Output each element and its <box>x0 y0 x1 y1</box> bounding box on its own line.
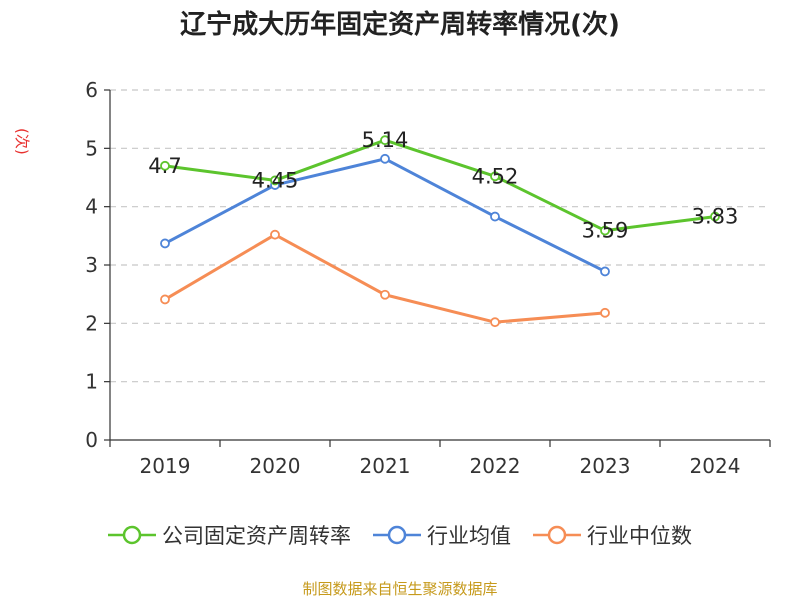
data-point <box>380 153 390 164</box>
data-label: 4.7 <box>148 154 181 178</box>
data-point <box>160 294 170 305</box>
legend-marker-icon <box>108 525 156 545</box>
y-tick-label: 1 <box>85 370 98 394</box>
data-point <box>270 175 280 186</box>
chart-title: 辽宁成大历年固定资产周转率情况(次) <box>180 10 620 40</box>
y-tick-label: 2 <box>85 311 98 335</box>
y-tick-label: 0 <box>85 428 98 452</box>
data-point <box>490 171 500 182</box>
data-label: 3.83 <box>692 205 739 229</box>
series-line <box>164 233 606 324</box>
legend-item-industry-mean[interactable]: 行业均值 <box>373 520 511 550</box>
legend-label: 行业中位数 <box>587 524 692 548</box>
y-tick-label: 4 <box>85 195 98 219</box>
data-point <box>380 135 390 146</box>
x-tick-label: 2019 <box>140 454 191 478</box>
data-point <box>490 317 500 328</box>
x-tick-label: 2022 <box>470 454 521 478</box>
data-point <box>160 238 170 249</box>
legend-marker-icon <box>373 525 421 545</box>
data-point <box>600 307 610 318</box>
legend-marker-icon <box>533 525 581 545</box>
legend-item-company[interactable]: 公司固定资产周转率 <box>108 520 351 550</box>
legend-label: 公司固定资产周转率 <box>162 524 351 548</box>
legend-item-industry-median[interactable]: 行业中位数 <box>533 520 692 550</box>
data-point <box>710 211 720 222</box>
y-tick-label: 6 <box>85 78 98 102</box>
data-point <box>380 289 390 300</box>
data-point <box>600 225 610 236</box>
data-label: 3.59 <box>582 219 629 243</box>
data-point <box>160 160 170 171</box>
x-tick-label: 2024 <box>690 454 741 478</box>
x-tick-label: 2021 <box>360 454 411 478</box>
data-label: 4.52 <box>472 164 519 188</box>
y-tick-label: 3 <box>85 253 98 277</box>
data-label: 4.45 <box>252 168 299 192</box>
legend-label: 行业均值 <box>427 524 511 548</box>
data-point <box>600 266 610 277</box>
source-note: 制图数据来自恒生聚源数据库 <box>302 580 498 598</box>
series-line <box>164 138 716 233</box>
legend: 公司固定资产周转率 行业均值 行业中位数 <box>0 520 800 550</box>
data-label: 5.14 <box>362 128 409 152</box>
y-tick-label: 5 <box>85 136 98 160</box>
x-tick-label: 2023 <box>580 454 631 478</box>
x-tick-label: 2020 <box>250 454 301 478</box>
data-point <box>270 229 280 240</box>
data-point <box>490 211 500 222</box>
